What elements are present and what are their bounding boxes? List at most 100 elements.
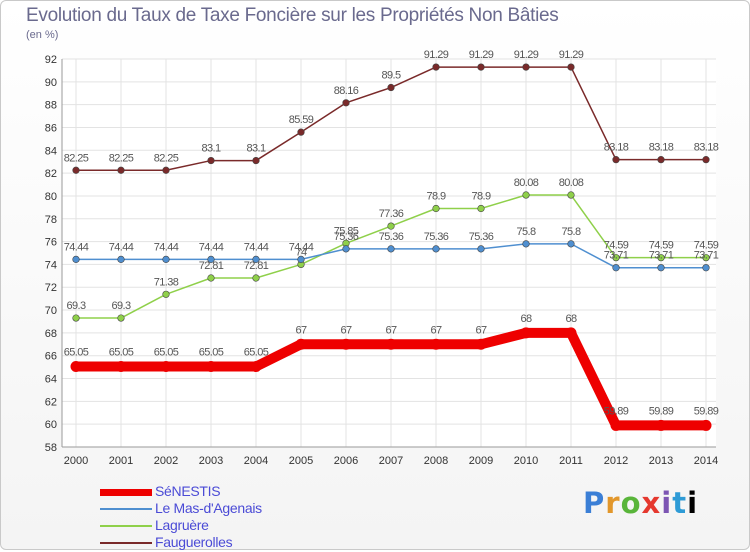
data-label-fauguerolles: 82.25 xyxy=(109,152,134,164)
data-label-fauguerolles: 91.29 xyxy=(559,49,584,61)
data-label-lagruere: 80.08 xyxy=(514,177,539,189)
y-tick-label: 58 xyxy=(45,442,57,454)
x-tick-label: 2002 xyxy=(154,455,178,467)
data-point-le-mas-d-agenais xyxy=(567,240,575,248)
data-point-senestis xyxy=(115,361,127,373)
data-point-lagruere xyxy=(522,191,530,199)
data-label-senestis: 68 xyxy=(520,313,532,325)
data-label-fauguerolles: 83.18 xyxy=(694,142,719,154)
data-point-senestis xyxy=(520,327,532,339)
data-label-senestis: 65.05 xyxy=(154,347,179,359)
logo-letter: o xyxy=(620,486,642,520)
data-label-le-mas-d-agenais: 73.71 xyxy=(694,250,719,262)
data-point-le-mas-d-agenais xyxy=(477,245,485,253)
data-label-lagruere: 80.08 xyxy=(559,177,584,189)
data-label-senestis: 59.89 xyxy=(694,405,719,417)
data-point-fauguerolles xyxy=(387,83,395,92)
data-label-lagruere: 72.81 xyxy=(199,260,224,272)
data-label-le-mas-d-agenais: 74.44 xyxy=(289,241,314,253)
data-label-fauguerolles: 83.1 xyxy=(201,143,220,155)
data-label-fauguerolles: 83.18 xyxy=(604,142,629,154)
data-point-fauguerolles xyxy=(702,156,710,164)
data-label-senestis: 67 xyxy=(430,324,442,336)
y-tick-label: 88 xyxy=(45,100,57,112)
y-tick-label: 70 xyxy=(45,305,57,317)
data-point-fauguerolles xyxy=(117,166,125,174)
y-tick-label: 82 xyxy=(45,168,57,180)
y-tick-label: 78 xyxy=(45,214,57,226)
data-label-fauguerolles: 89.5 xyxy=(381,70,400,82)
legend-label-lagruere: Lagruère xyxy=(155,517,209,533)
y-tick-label: 86 xyxy=(45,122,57,134)
data-point-fauguerolles xyxy=(162,166,170,174)
x-tick-label: 2014 xyxy=(694,455,718,467)
data-label-senestis: 67 xyxy=(295,324,307,336)
data-label-senestis: 65.05 xyxy=(199,347,224,359)
x-tick-label: 2007 xyxy=(379,455,403,467)
data-label-le-mas-d-agenais: 74.44 xyxy=(109,241,134,253)
data-point-lagruere xyxy=(432,204,440,213)
x-tick-label: 2005 xyxy=(289,455,313,467)
data-point-fauguerolles xyxy=(252,156,260,165)
legend-label-senestis: SéNESTIS xyxy=(155,483,221,499)
logo-letter: i xyxy=(661,486,673,520)
logo-letter: i xyxy=(687,486,699,520)
data-label-lagruere: 72.81 xyxy=(244,260,269,272)
y-tick-label: 72 xyxy=(45,282,57,294)
data-point-senestis xyxy=(160,361,172,373)
data-label-lagruere: 75.85 xyxy=(334,225,359,237)
x-tick-label: 2011 xyxy=(559,455,583,467)
x-tick-label: 2008 xyxy=(424,455,448,467)
y-tick-label: 80 xyxy=(45,191,57,203)
data-point-senestis xyxy=(340,338,352,350)
data-point-le-mas-d-agenais xyxy=(657,264,665,272)
x-tick-label: 2013 xyxy=(649,455,673,467)
data-label-fauguerolles: 91.29 xyxy=(469,49,494,61)
data-label-fauguerolles: 83.18 xyxy=(649,142,674,154)
legend-label-fauguerolles: Fauguerolles xyxy=(155,534,233,550)
legend-swatch-fauguerolles xyxy=(100,542,152,544)
data-point-senestis xyxy=(565,327,577,339)
data-label-le-mas-d-agenais: 75.36 xyxy=(424,231,449,243)
data-label-fauguerolles: 82.25 xyxy=(154,152,179,164)
data-point-lagruere xyxy=(252,274,260,282)
data-point-fauguerolles xyxy=(522,63,530,71)
data-point-fauguerolles xyxy=(477,63,485,71)
data-point-lagruere xyxy=(477,204,485,213)
data-point-lagruere xyxy=(162,290,170,298)
data-point-senestis xyxy=(655,419,667,431)
data-label-senestis: 65.05 xyxy=(244,347,269,359)
data-point-senestis xyxy=(475,338,487,350)
data-label-le-mas-d-agenais: 75.36 xyxy=(334,231,359,243)
data-point-senestis xyxy=(430,338,442,350)
data-label-senestis: 68 xyxy=(565,313,577,325)
y-tick-label: 62 xyxy=(45,396,57,408)
data-point-senestis xyxy=(70,361,82,373)
data-label-fauguerolles: 91.29 xyxy=(424,49,449,61)
y-tick-label: 64 xyxy=(45,374,57,386)
logo-letter: t xyxy=(672,486,688,520)
legend-swatch-lagruere xyxy=(100,525,152,527)
data-label-lagruere: 71.38 xyxy=(154,276,179,288)
chart-subtitle: (en %) xyxy=(26,29,59,41)
data-label-le-mas-d-agenais: 74.44 xyxy=(154,241,179,253)
y-tick-label: 74 xyxy=(45,259,57,271)
data-point-senestis xyxy=(250,361,262,373)
data-label-lagruere: 74.59 xyxy=(694,240,719,252)
data-label-fauguerolles: 83.1 xyxy=(246,143,265,155)
data-point-le-mas-d-agenais xyxy=(162,255,170,263)
data-point-le-mas-d-agenais xyxy=(342,245,350,253)
data-point-le-mas-d-agenais xyxy=(297,255,305,263)
y-tick-label: 68 xyxy=(45,328,57,340)
data-label-lagruere: 74.59 xyxy=(604,240,629,252)
data-point-fauguerolles xyxy=(567,63,575,71)
data-point-fauguerolles xyxy=(297,128,305,136)
data-label-senestis: 59.89 xyxy=(604,405,629,417)
data-point-lagruere xyxy=(72,314,80,322)
data-point-fauguerolles xyxy=(612,156,620,164)
logo-letter: r xyxy=(605,486,621,520)
data-point-le-mas-d-agenais xyxy=(387,245,395,253)
data-label-le-mas-d-agenais: 74.44 xyxy=(199,241,224,253)
y-tick-label: 66 xyxy=(45,351,57,363)
x-tick-label: 2009 xyxy=(469,455,493,467)
